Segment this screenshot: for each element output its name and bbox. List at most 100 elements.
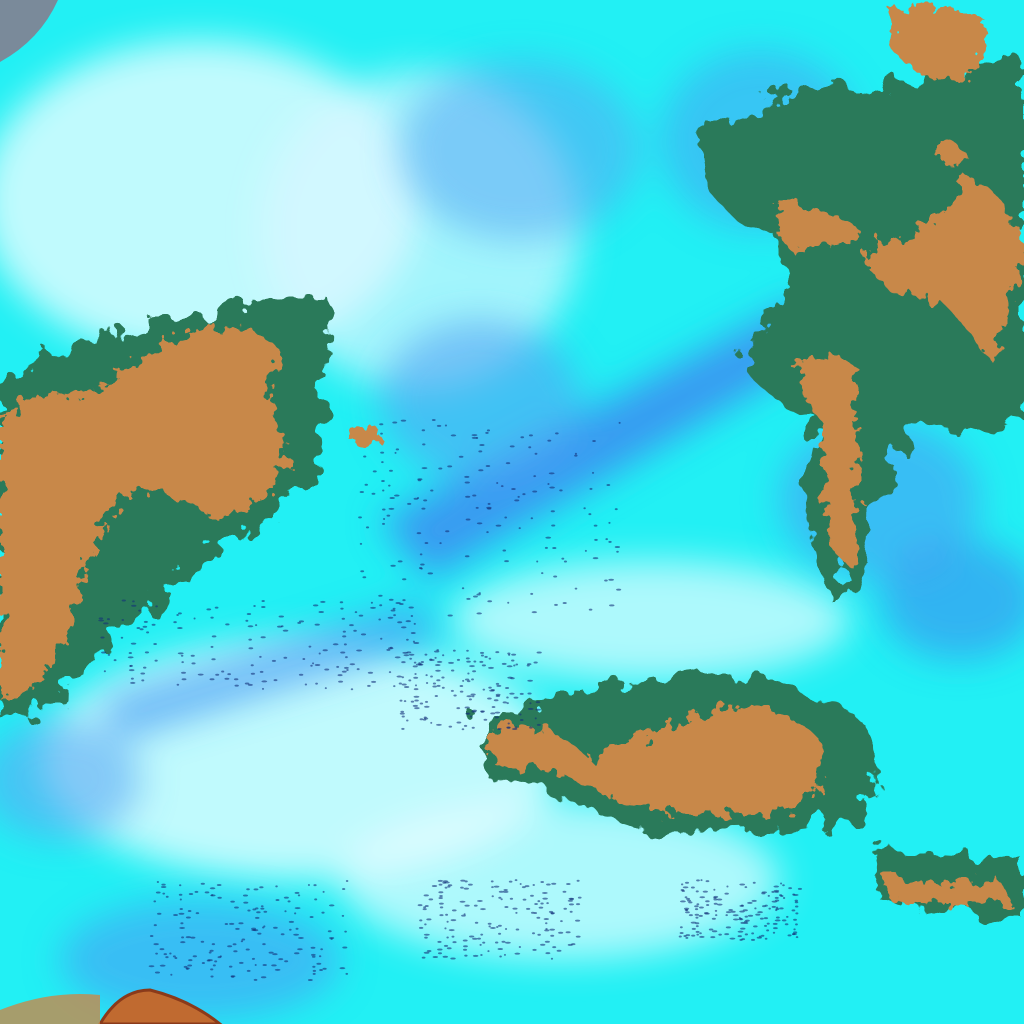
cloud-speckle — [725, 911, 732, 914]
cloud-speckle — [691, 934, 696, 937]
cloud-speckle — [616, 550, 619, 553]
cloud-speckle — [178, 893, 183, 896]
cloud-speckle — [608, 540, 612, 543]
cloud-speckle — [614, 546, 621, 549]
cloud-speckle — [193, 617, 196, 620]
cloud-speckle — [310, 946, 316, 949]
cloud-speckle — [561, 557, 565, 560]
cloud-speckle — [247, 625, 254, 628]
cloud-speckle — [528, 446, 532, 449]
cloud-speckle — [322, 649, 328, 652]
cloud-speckle — [414, 707, 420, 710]
cloud-speckle — [422, 443, 426, 446]
cloud-speckle — [576, 879, 580, 882]
cloud-speckle — [568, 903, 574, 906]
cloud-speckle — [792, 893, 799, 896]
cloud-speckle — [588, 608, 593, 611]
cloud-speckle — [591, 471, 595, 474]
cloud-speckle — [309, 915, 314, 918]
cloud-speckle — [421, 956, 426, 959]
cloud-speckle — [507, 601, 510, 604]
cloud-speckle — [245, 619, 249, 622]
cloud-speckle — [456, 658, 461, 661]
cloud-speckle — [575, 919, 581, 922]
cloud-speckle — [392, 607, 396, 610]
cloud-speckle — [463, 724, 468, 727]
cloud-speckle — [136, 626, 141, 629]
cloud-speckle — [534, 717, 537, 720]
cloud-speckle — [710, 936, 716, 939]
cloud-speckle — [294, 907, 301, 910]
cloud-speckle — [684, 896, 688, 899]
cloud-speckle — [200, 940, 205, 943]
cloud-speckle — [288, 920, 295, 923]
cloud-speckle — [698, 906, 704, 909]
cloud-speckle — [542, 897, 548, 900]
cloud-speckle — [388, 647, 394, 650]
cloud-speckle — [705, 900, 710, 903]
cloud-speckle — [456, 707, 461, 710]
cloud-speckle — [442, 880, 449, 883]
cloud-speckle — [729, 937, 736, 940]
cloud-speckle — [739, 883, 746, 886]
cloud-speckle — [574, 452, 578, 455]
cloud-speckle — [432, 682, 437, 685]
cloud-speckle — [534, 452, 538, 455]
cloud-speckle — [206, 608, 212, 611]
cloud-speckle — [180, 654, 184, 657]
cloud-speckle — [127, 656, 134, 659]
cloud-speckle — [475, 506, 479, 509]
cloud-speckle — [408, 679, 412, 682]
cloud-speckle — [232, 943, 237, 946]
cloud-speckle — [260, 907, 265, 910]
cloud-speckle — [342, 946, 348, 949]
cloud-speckle — [740, 927, 746, 930]
cloud-speckle — [435, 669, 441, 672]
cloud-speckle — [221, 670, 225, 673]
cloud-speckle — [502, 890, 509, 893]
cloud-speckle — [519, 713, 522, 716]
cloud-speckle — [499, 955, 502, 958]
cloud-speckle — [423, 951, 430, 954]
cloud-speckle — [436, 660, 443, 663]
cloud-speckle — [451, 935, 455, 938]
cloud-speckle — [757, 911, 764, 914]
cloud-speckle — [478, 450, 483, 453]
cloud-speckle — [155, 891, 161, 894]
cloud-speckle — [533, 661, 538, 664]
cloud-speckle — [465, 657, 470, 660]
cloud-speckle — [245, 948, 250, 951]
cloud-speckle — [431, 884, 438, 887]
cloud-speckle — [224, 677, 230, 680]
cloud-speckle — [210, 968, 214, 971]
cloud-speckle — [191, 662, 196, 665]
cloud-speckle — [181, 671, 187, 674]
cloud-speckle — [427, 572, 434, 575]
cloud-speckle — [498, 890, 504, 893]
cloud-speckle — [430, 489, 434, 492]
cloud-speckle — [414, 673, 417, 676]
cloud-speckle — [197, 673, 204, 676]
cloud-speckle — [405, 620, 412, 623]
cloud-speckle — [774, 896, 779, 899]
cloud-speckle — [371, 492, 376, 495]
cloud-speckle — [532, 948, 537, 951]
cloud-speckle — [146, 631, 150, 634]
cloud-speckle — [545, 922, 548, 925]
cloud-speckle — [466, 680, 471, 683]
cloud-speckle — [509, 692, 515, 695]
cloud-speckle — [165, 956, 169, 959]
land-bottom — [98, 988, 223, 1024]
cloud-speckle — [284, 960, 289, 963]
cloud-speckle — [772, 922, 778, 925]
cloud-speckle — [388, 671, 392, 674]
cloud-speckle — [504, 516, 508, 519]
cloud-speckle — [341, 670, 347, 673]
cloud-speckle — [550, 510, 555, 513]
cloud-speckle — [715, 914, 718, 917]
cloud-speckle — [403, 700, 407, 703]
cloud-speckle — [504, 560, 509, 563]
cloud-speckle — [367, 671, 374, 674]
cloud-speckle — [378, 618, 381, 621]
cloud-speckle — [685, 936, 689, 939]
